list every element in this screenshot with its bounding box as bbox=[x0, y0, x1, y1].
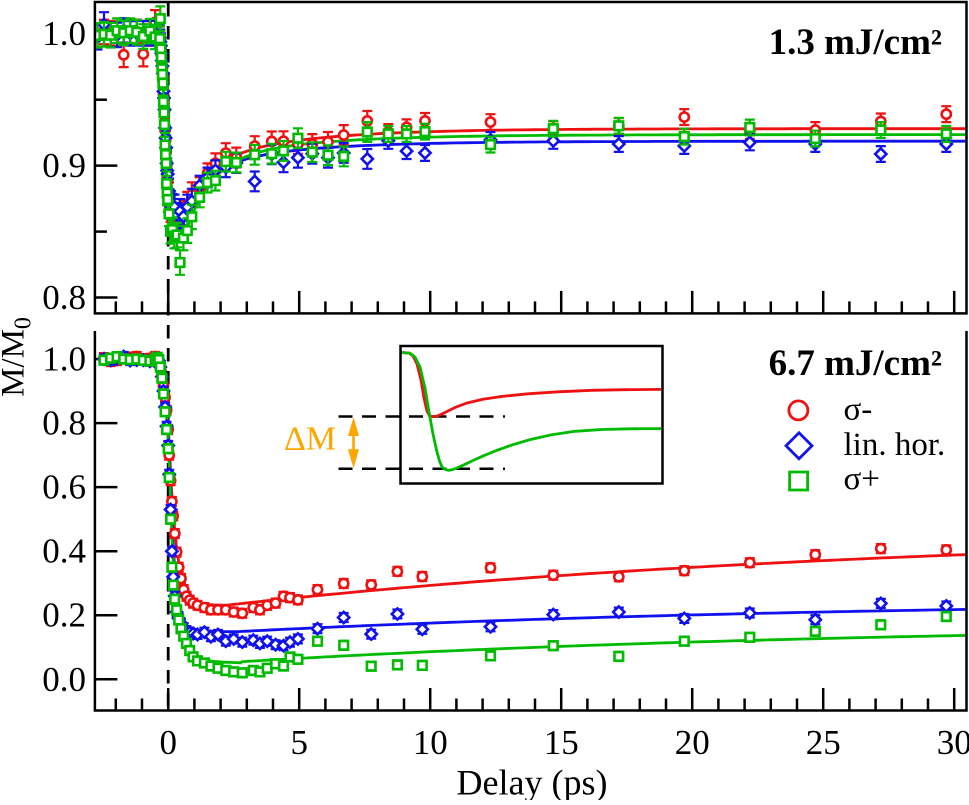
svg-text:lin. hor.: lin. hor. bbox=[844, 427, 946, 463]
svg-text:M/M0: M/M0 bbox=[0, 317, 37, 397]
svg-text:5: 5 bbox=[290, 723, 308, 762]
svg-text:1.0: 1.0 bbox=[42, 14, 86, 53]
svg-text:0.4: 0.4 bbox=[42, 532, 86, 571]
svg-text:10: 10 bbox=[413, 723, 448, 762]
svg-text:1.0: 1.0 bbox=[42, 340, 86, 379]
svg-text:1.3 mJ/cm²: 1.3 mJ/cm² bbox=[769, 22, 942, 63]
svg-text:0.8: 0.8 bbox=[42, 278, 86, 317]
svg-text:0: 0 bbox=[159, 723, 177, 762]
svg-text:0.9: 0.9 bbox=[42, 146, 86, 185]
svg-text:Delay (ps): Delay (ps) bbox=[457, 763, 608, 801]
svg-text:15: 15 bbox=[544, 723, 579, 762]
svg-text:6.7 mJ/cm²: 6.7 mJ/cm² bbox=[769, 343, 942, 384]
svg-text:0.0: 0.0 bbox=[42, 660, 86, 699]
svg-text:0.6: 0.6 bbox=[42, 468, 86, 507]
svg-text:20: 20 bbox=[675, 723, 710, 762]
svg-text:ΔM: ΔM bbox=[284, 421, 336, 458]
svg-text:0.8: 0.8 bbox=[42, 404, 86, 443]
svg-text:σ+: σ+ bbox=[844, 461, 880, 497]
svg-text:σ-: σ- bbox=[844, 392, 873, 428]
svg-text:0.2: 0.2 bbox=[42, 596, 86, 635]
svg-text:30: 30 bbox=[937, 723, 969, 762]
svg-text:25: 25 bbox=[806, 723, 841, 762]
